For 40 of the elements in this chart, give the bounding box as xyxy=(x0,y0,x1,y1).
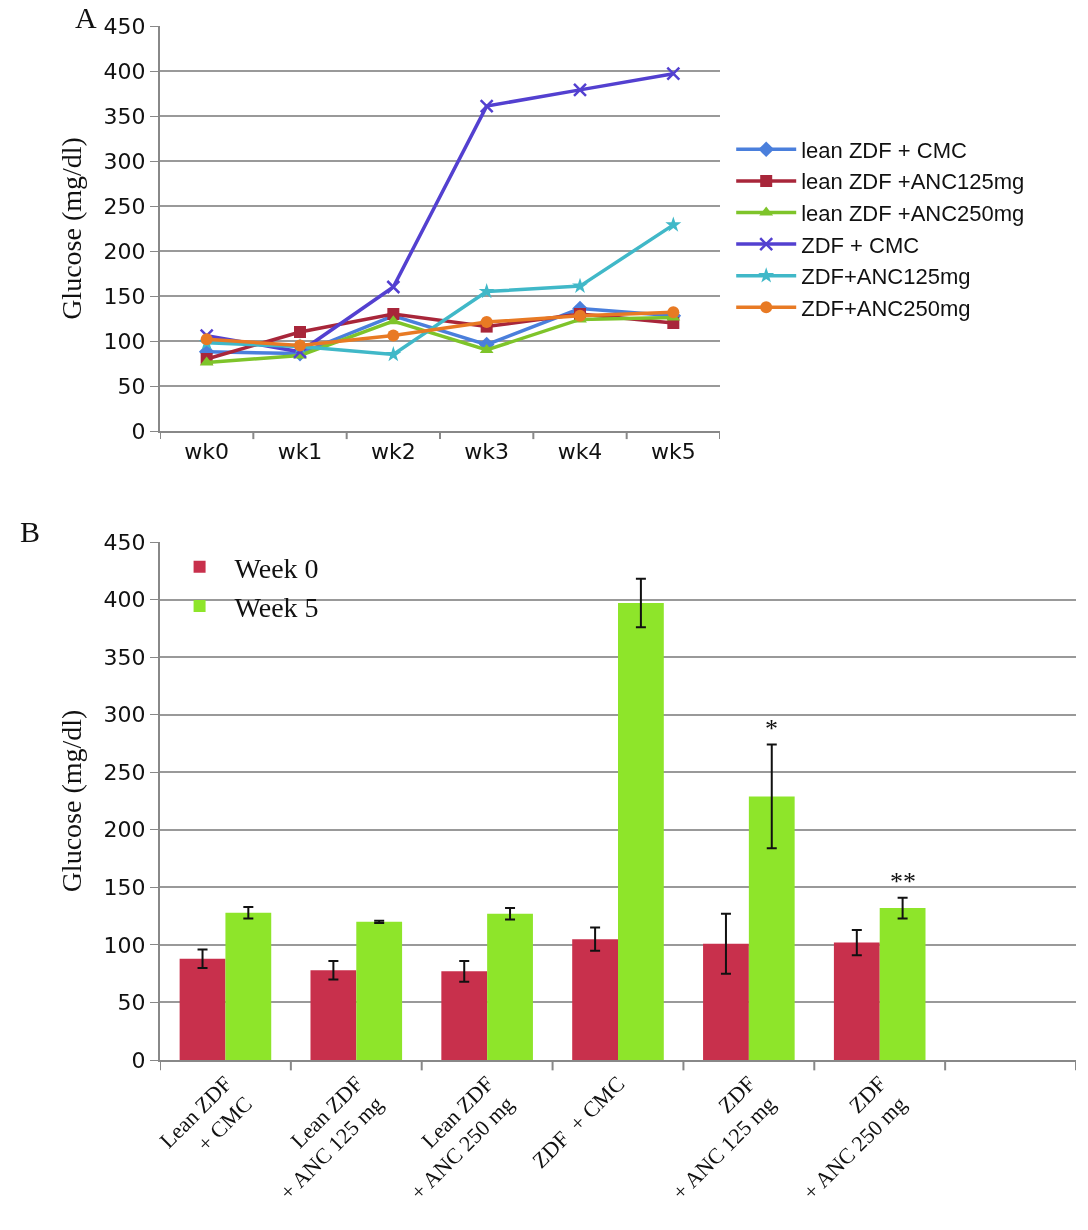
legend-label: ZDF + CMC xyxy=(801,232,920,258)
y-axis-title: Glucose (mg/dl) xyxy=(55,709,87,893)
x-tick-label: wk3 xyxy=(464,439,510,465)
x-tick-label: wk4 xyxy=(557,439,603,465)
y-tick-label: 300 xyxy=(103,702,146,728)
x-tick-label: wk1 xyxy=(277,439,323,465)
y-tick-label: 0 xyxy=(131,418,146,444)
y-tick-label: 200 xyxy=(103,817,146,843)
x-tick-label: wk0 xyxy=(184,439,230,465)
y-tick-label: 450 xyxy=(103,13,146,39)
annotation: * xyxy=(765,714,778,743)
legend-label: lean ZDF +ANC125mg xyxy=(801,169,1025,195)
y-tick-label: 250 xyxy=(103,193,146,219)
y-tick-label: 350 xyxy=(103,103,146,129)
x-tick-label: wk2 xyxy=(370,439,416,465)
y-tick-label: 150 xyxy=(103,875,146,901)
y-tick-label: 350 xyxy=(103,644,146,670)
chart-title: A xyxy=(75,1,97,34)
y-tick-label: 250 xyxy=(103,759,146,785)
legend-label: Week 0 xyxy=(234,552,319,584)
y-tick-label: 400 xyxy=(103,58,146,84)
y-tick-label: 100 xyxy=(103,932,146,958)
x-tick-label: wk5 xyxy=(650,439,696,465)
y-tick-label: 50 xyxy=(117,373,146,399)
y-tick-label: 450 xyxy=(103,529,146,555)
legend-label: ZDF+ANC250mg xyxy=(801,295,971,321)
y-tick-label: 50 xyxy=(117,990,146,1016)
y-tick-label: 300 xyxy=(103,148,146,174)
legend-label: Week 5 xyxy=(234,592,319,624)
y-tick-label: 150 xyxy=(103,283,146,309)
legend-label: lean ZDF +ANC250mg xyxy=(801,201,1025,227)
y-tick-label: 200 xyxy=(103,238,146,264)
annotation: ** xyxy=(890,867,916,896)
y-tick-label: 0 xyxy=(131,1047,146,1073)
chart-title: B xyxy=(20,515,41,548)
y-tick-label: 100 xyxy=(103,328,146,354)
legend-label: ZDF+ANC125mg xyxy=(801,264,971,290)
y-tick-label: 400 xyxy=(103,587,146,613)
legend-label: lean ZDF + CMC xyxy=(801,137,967,163)
y-axis-title: Glucose (mg/dl) xyxy=(55,137,87,320)
